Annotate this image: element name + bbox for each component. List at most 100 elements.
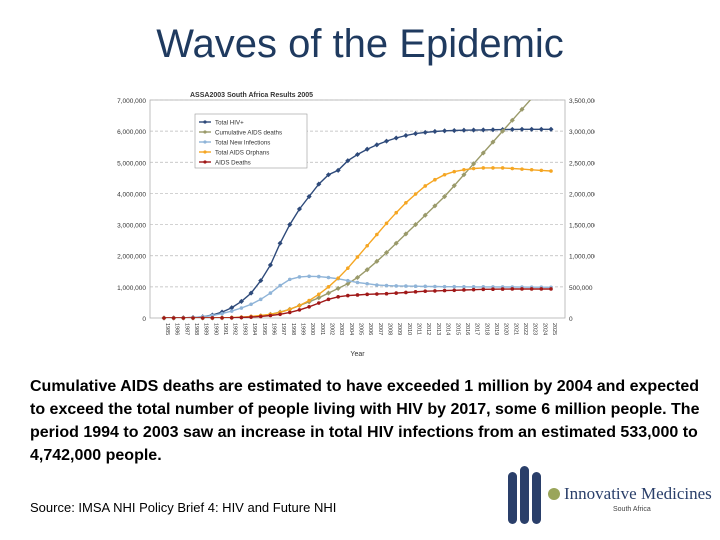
data-point (452, 169, 457, 174)
x-tick-label: 1998 (290, 323, 296, 335)
organization-logo: Innovative Medicines South Africa (508, 466, 712, 532)
x-tick-label: 2005 (358, 323, 364, 335)
x-tick-label: 2016 (464, 323, 470, 335)
legend-marker (203, 130, 207, 134)
data-point (365, 292, 369, 297)
data-point (442, 284, 447, 289)
right-tick-label: 500,000 (569, 285, 593, 292)
x-tick-label: 1997 (280, 323, 286, 335)
data-point (520, 167, 524, 171)
data-point (278, 283, 282, 288)
data-point (365, 243, 369, 248)
x-tick-label: 2009 (396, 323, 402, 335)
data-point (229, 305, 235, 311)
data-point (413, 284, 418, 289)
data-point (471, 166, 476, 171)
legend-marker (203, 120, 207, 124)
logo-mark-icon (508, 466, 550, 528)
data-point (317, 292, 321, 297)
data-point (404, 200, 408, 205)
data-point (297, 308, 302, 312)
data-point (248, 290, 254, 296)
x-tick-label: 2022 (522, 323, 528, 335)
data-point (383, 250, 390, 256)
data-point (220, 316, 224, 320)
logo-name: Innovative Medicines (564, 484, 712, 503)
data-point (346, 278, 350, 283)
data-point (307, 274, 311, 279)
x-tick-label: 2018 (483, 323, 489, 335)
data-point (452, 284, 457, 289)
x-tick-label: 1992 (232, 323, 238, 335)
data-point (374, 142, 380, 148)
data-point (374, 258, 380, 264)
data-point (529, 287, 534, 291)
x-tick-label: 2006 (367, 323, 373, 335)
data-point (287, 310, 292, 315)
legend-marker (203, 160, 207, 164)
x-tick-label: 1987 (183, 323, 189, 335)
x-tick-label: 2020 (503, 323, 509, 335)
data-point (239, 315, 244, 320)
data-point (442, 193, 448, 200)
legend-label: Cumulative AIDS deaths (215, 130, 282, 137)
data-point (268, 313, 273, 318)
data-point (171, 316, 176, 320)
x-axis-label: Year (350, 351, 365, 358)
data-point (549, 287, 553, 291)
data-point (355, 255, 360, 259)
x-tick-label: 1986 (174, 323, 180, 335)
left-tick-label: 1,000,000 (117, 285, 146, 292)
x-tick-label: 2021 (512, 323, 518, 335)
data-point (210, 316, 215, 320)
x-tick-label: 1989 (203, 323, 209, 335)
data-point (471, 285, 476, 289)
data-point (229, 309, 234, 313)
data-point (413, 222, 419, 228)
data-point (267, 262, 273, 268)
data-point (481, 285, 486, 289)
x-tick-label: 2008 (387, 323, 393, 335)
x-tick-label: 1988 (193, 323, 199, 335)
data-point (442, 128, 448, 134)
data-point (413, 192, 418, 196)
data-point (346, 266, 350, 270)
x-tick-label: 2000 (309, 323, 315, 335)
x-tick-label: 2007 (377, 323, 383, 335)
chart-title: ASSA2003 South Africa Results 2005 (190, 92, 313, 99)
data-point (422, 212, 428, 218)
data-point (452, 288, 457, 293)
data-point (500, 287, 505, 291)
data-point (336, 295, 340, 299)
x-tick-label: 2025 (551, 323, 557, 335)
x-tick-label: 2017 (474, 323, 480, 335)
data-point (249, 302, 253, 307)
x-tick-label: 2003 (338, 323, 344, 335)
epidemic-line-chart: 0 1,000,000 2,000,000 3,000,000 4,000,000 5,0… (95, 88, 595, 363)
logo-dot-icon (548, 488, 560, 500)
x-tick-label: 2015 (454, 323, 460, 335)
data-point (268, 291, 273, 295)
x-tick-label: 2011 (416, 323, 422, 335)
data-point (471, 127, 477, 133)
data-point (220, 311, 224, 316)
right-tick-label: 3,500,000 (569, 98, 595, 105)
right-tick-label: 2,000,000 (569, 191, 595, 198)
data-point (462, 167, 466, 172)
source-note: Source: IMSA NHI Policy Brief 4: HIV and… (30, 500, 337, 515)
data-point (316, 295, 322, 301)
x-tick-label: 1995 (261, 323, 267, 335)
data-point (191, 316, 195, 320)
data-point (326, 275, 331, 280)
data-point (297, 275, 302, 279)
data-point (423, 289, 428, 294)
data-point (491, 166, 495, 170)
data-point (471, 287, 476, 292)
data-point (277, 240, 283, 246)
right-tick-label: 1,000,000 (569, 254, 595, 261)
data-point (326, 297, 331, 302)
data-point (500, 166, 505, 170)
data-point (520, 287, 524, 291)
data-point (404, 290, 408, 295)
data-point (423, 284, 428, 289)
